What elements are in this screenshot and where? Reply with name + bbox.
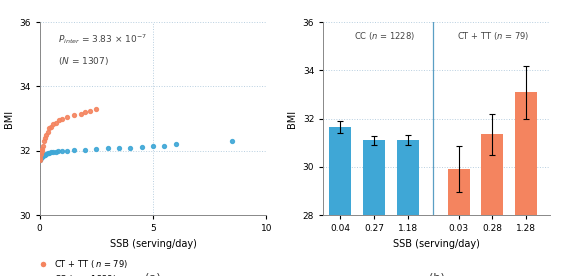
Point — [40, 136, 49, 140]
Point — [39, 153, 48, 158]
Point — [54, 118, 64, 123]
Point — [92, 107, 101, 111]
Point — [49, 122, 58, 127]
Point — [160, 144, 169, 148]
Point — [37, 155, 46, 159]
Text: CC ($n$ = 1228): CC ($n$ = 1228) — [354, 30, 415, 42]
Point — [58, 149, 67, 153]
Point — [76, 112, 85, 116]
Point — [45, 126, 54, 131]
Bar — [397, 140, 419, 276]
Point — [36, 156, 45, 160]
Text: CT + TT ($n$ = 79): CT + TT ($n$ = 79) — [457, 30, 530, 42]
Point — [40, 153, 49, 157]
Point — [69, 148, 78, 152]
Bar — [329, 127, 351, 276]
Point — [37, 147, 46, 152]
Point — [51, 120, 60, 125]
X-axis label: SSB (serving/day): SSB (serving/day) — [109, 239, 197, 249]
Point — [37, 154, 46, 159]
Point — [36, 152, 45, 156]
Text: $P_{inter}$ = 3.83 × 10$^{-7}$: $P_{inter}$ = 3.83 × 10$^{-7}$ — [58, 32, 147, 46]
Point — [39, 144, 48, 148]
Point — [171, 142, 180, 147]
Text: ($N$ = 1307): ($N$ = 1307) — [58, 55, 109, 67]
Point — [36, 157, 45, 161]
Point — [85, 108, 94, 113]
Legend: CT + TT ( $n$ = 79), CC ( $n$ = 1228): CT + TT ( $n$ = 79), CC ( $n$ = 1228) — [35, 258, 128, 276]
Point — [39, 153, 48, 158]
Point — [53, 149, 62, 153]
Point — [43, 129, 52, 134]
Text: (a): (a) — [145, 273, 161, 276]
Point — [38, 154, 47, 158]
Point — [43, 151, 52, 156]
Point — [35, 158, 44, 162]
Point — [58, 116, 67, 121]
Point — [69, 113, 78, 118]
Point — [44, 151, 53, 155]
Point — [46, 150, 56, 155]
Point — [36, 155, 45, 160]
Bar — [447, 169, 469, 276]
Point — [62, 148, 71, 153]
Point — [36, 156, 45, 160]
Point — [62, 115, 71, 119]
Point — [149, 144, 158, 148]
Point — [126, 145, 135, 150]
Point — [115, 145, 124, 150]
Bar — [363, 140, 385, 276]
Point — [37, 149, 46, 153]
Point — [92, 147, 101, 152]
Point — [81, 110, 90, 115]
Point — [137, 145, 146, 149]
Bar — [481, 134, 503, 276]
Y-axis label: BMI: BMI — [287, 110, 297, 128]
Y-axis label: BMI: BMI — [3, 110, 14, 128]
Point — [42, 152, 51, 156]
Point — [39, 139, 48, 144]
Point — [228, 139, 237, 144]
Bar — [515, 92, 538, 276]
Point — [41, 153, 50, 157]
Point — [51, 149, 60, 154]
Point — [81, 148, 90, 152]
Text: (b): (b) — [429, 273, 445, 276]
Point — [49, 150, 58, 154]
Point — [41, 132, 50, 137]
Point — [46, 124, 56, 129]
X-axis label: SSB (serving/day): SSB (serving/day) — [393, 239, 480, 249]
Point — [103, 145, 112, 150]
Point — [35, 158, 44, 162]
